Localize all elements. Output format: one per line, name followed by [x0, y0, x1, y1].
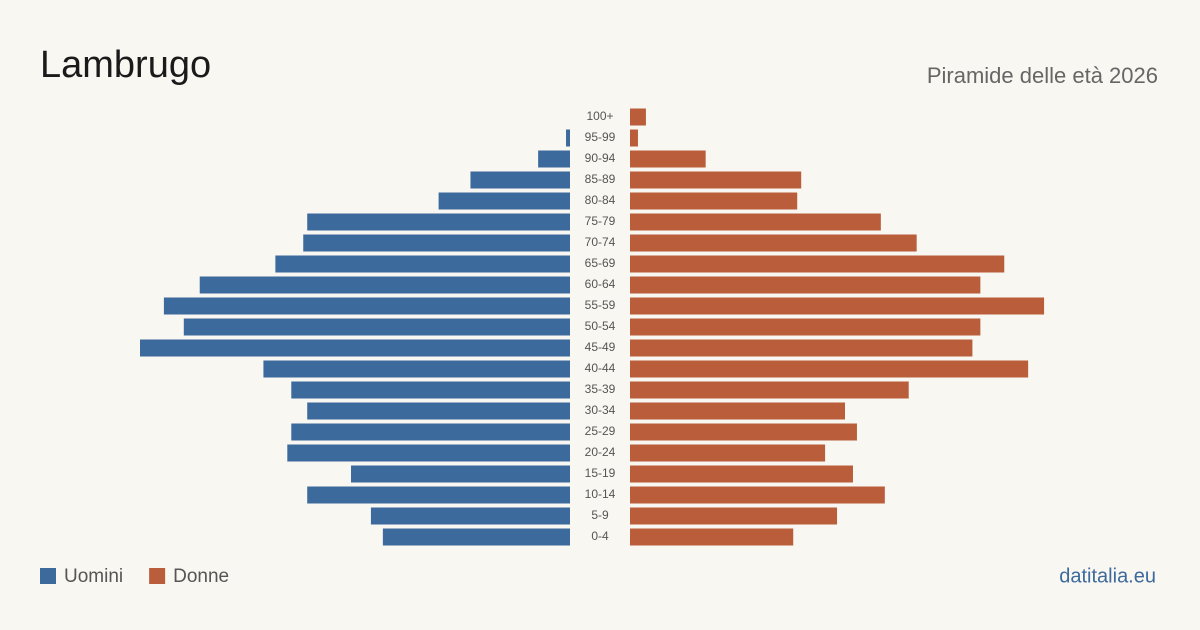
bar [183, 318, 570, 336]
bar [630, 402, 845, 420]
category-label: 60-64 [585, 277, 616, 291]
bar [307, 486, 570, 504]
bar [630, 171, 802, 189]
bar [291, 423, 570, 441]
bar [291, 381, 570, 399]
bar [630, 276, 981, 294]
bar [351, 465, 570, 483]
category-label: 75-79 [585, 214, 616, 228]
bar [630, 486, 885, 504]
bar [630, 192, 798, 210]
category-label: 95-99 [585, 130, 616, 144]
category-label: 100+ [586, 109, 613, 123]
bar [140, 339, 570, 357]
category-label: 0-4 [591, 529, 609, 543]
category-label: 85-89 [585, 172, 616, 186]
category-label: 30-34 [585, 403, 616, 417]
category-label: 5-9 [591, 508, 609, 522]
chart-title: Lambrugo [40, 44, 211, 86]
bar [630, 339, 973, 357]
legend-swatch [149, 568, 166, 584]
bar [382, 528, 570, 546]
bar [566, 129, 570, 147]
category-label: 25-29 [585, 424, 616, 438]
bar [630, 318, 981, 336]
category-label: 50-54 [585, 319, 616, 333]
bar [630, 129, 638, 147]
source: datitalia.eu [1059, 565, 1156, 587]
bar [630, 234, 917, 252]
legend-swatch [40, 568, 56, 584]
legend-label: Donne [173, 566, 229, 587]
category-label: 40-44 [585, 361, 616, 375]
bar [630, 213, 881, 231]
bar [199, 276, 570, 294]
bar [630, 255, 1005, 273]
bar [307, 213, 570, 231]
legend-label: Uomini [64, 566, 123, 587]
bar [370, 507, 570, 525]
bar [538, 150, 570, 168]
bar [163, 297, 570, 315]
category-label: 45-49 [585, 340, 616, 354]
bar [287, 444, 570, 462]
bar [303, 234, 570, 252]
bar [630, 297, 1045, 315]
bar [630, 444, 826, 462]
category-label: 70-74 [585, 235, 616, 249]
bar [630, 423, 857, 441]
category-label: 15-19 [585, 466, 616, 480]
bar [307, 402, 570, 420]
chart-subtitle: Piramide delle età 2026 [927, 63, 1158, 88]
bar [470, 171, 570, 189]
bar [630, 360, 1029, 378]
category-label: 80-84 [585, 193, 616, 207]
bar [630, 381, 909, 399]
bar [275, 255, 570, 273]
bar [630, 465, 853, 483]
bar [630, 108, 646, 126]
category-label: 55-59 [585, 298, 616, 312]
bar [630, 150, 706, 168]
bar [630, 507, 838, 525]
category-label: 90-94 [585, 151, 616, 165]
category-label: 20-24 [585, 445, 616, 459]
bar [438, 192, 570, 210]
bar [263, 360, 570, 378]
category-label: 65-69 [585, 256, 616, 270]
category-label: 35-39 [585, 382, 616, 396]
category-label: 10-14 [585, 487, 616, 501]
bar [630, 528, 794, 546]
